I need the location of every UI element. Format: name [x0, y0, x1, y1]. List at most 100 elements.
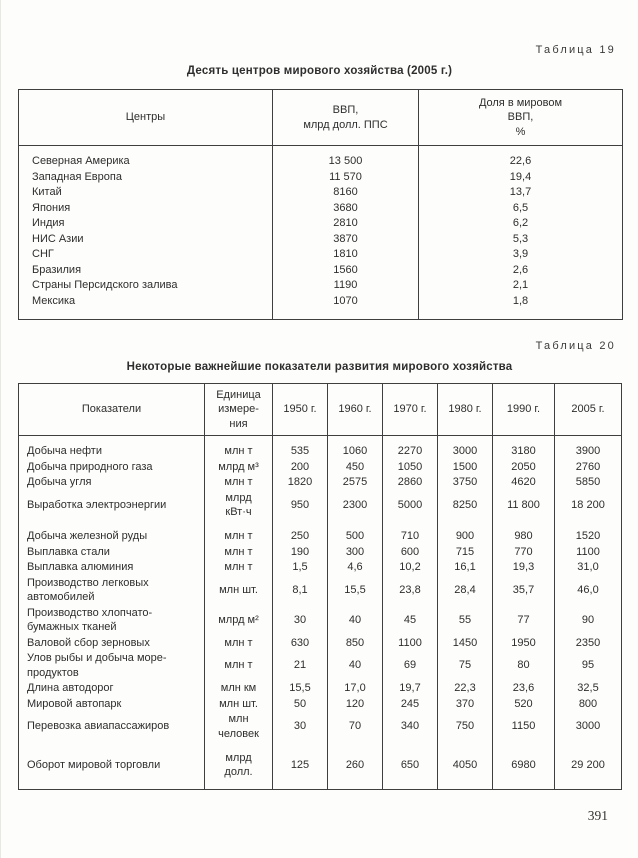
- value-cell: 90: [554, 605, 622, 635]
- value-cell: 980: [492, 520, 555, 544]
- center-cell: Мексика: [32, 294, 76, 307]
- gdp-cell: 1560: [272, 262, 419, 278]
- value-cell: 715: [437, 544, 493, 560]
- unit-cell: млн т: [204, 544, 273, 560]
- value-cell: 3750: [437, 474, 493, 490]
- value-cell: 16,1: [437, 559, 493, 575]
- value-cell: 710: [382, 520, 438, 544]
- value-cell: 19,3: [492, 559, 555, 575]
- header-row: Показатели Единица измере- ния 1950 г. 1…: [18, 383, 622, 436]
- indicator-cell: Перевозка авиапассажиров: [27, 720, 170, 733]
- table-row: Перевозка авиапассажиров млн человек 30 …: [19, 711, 622, 742]
- value-cell: 4050: [437, 741, 493, 789]
- share-cell: 19,4: [418, 169, 623, 185]
- unit-cell: млн шт.: [204, 575, 273, 605]
- value-cell: 950: [272, 490, 328, 520]
- table-row: Страны Персидского залива 1190 2,1: [19, 278, 623, 294]
- unit-cell: млн т: [204, 435, 273, 459]
- value-cell: 630: [272, 635, 328, 651]
- value-cell: 2270: [382, 435, 438, 459]
- value-cell: 1820: [272, 474, 328, 490]
- center-cell: Китай: [32, 186, 62, 198]
- value-cell: 370: [437, 696, 493, 712]
- header-row: Центры ВВП, млрд долл. ППС Доля в мирово…: [18, 89, 623, 146]
- table-20-caption: Таблица 20: [535, 340, 616, 352]
- table-row: Длина автодорог млн км 15,5 17,0 19,7 22…: [19, 680, 622, 696]
- indicator-cell: Улов рыбы и добыча море- продуктов: [27, 652, 167, 679]
- value-cell: 19,7: [382, 680, 438, 696]
- gdp-cell: 1810: [272, 247, 419, 263]
- table-row: Бразилия 1560 2,6: [19, 262, 623, 278]
- value-cell: 1520: [554, 520, 622, 544]
- value-cell: 450: [327, 459, 383, 475]
- value-cell: 650: [382, 741, 438, 789]
- table-19-body: Северная Америка 13 500 22,6 Западная Ев…: [19, 145, 623, 320]
- indicator-cell: Выплавка стали: [27, 545, 110, 558]
- value-cell: 23,6: [492, 680, 555, 696]
- share-cell: 5,3: [418, 231, 623, 247]
- value-cell: 17,0: [327, 680, 383, 696]
- value-cell: 520: [492, 696, 555, 712]
- table-row: Выплавка алюминия млн т 1,5 4,6 10,2 16,…: [19, 559, 622, 575]
- share-cell: 13,7: [418, 185, 623, 201]
- value-cell: 30: [272, 711, 328, 742]
- value-cell: 35,7: [492, 575, 555, 605]
- value-cell: 69: [382, 650, 438, 681]
- value-cell: 2575: [327, 474, 383, 490]
- value-cell: 4620: [492, 474, 555, 490]
- table-row: Япония 3680 6,5: [19, 200, 623, 216]
- unit-cell: млн т: [204, 635, 273, 651]
- value-cell: 1150: [492, 711, 555, 742]
- table-20: Показатели Единица измере- ния 1950 г. 1…: [18, 383, 622, 790]
- table-row: Западная Европа 11 570 19,4: [19, 169, 623, 185]
- value-cell: 2350: [554, 635, 622, 651]
- center-cell: Северная Америка: [32, 155, 130, 167]
- share-cell: 2,6: [418, 262, 623, 278]
- value-cell: 300: [327, 544, 383, 560]
- table-row: Выплавка стали млн т 190 300 600 715 770…: [19, 544, 622, 560]
- column-header-centers: Центры: [18, 89, 273, 146]
- value-cell: 850: [327, 635, 383, 651]
- value-cell: 900: [437, 520, 493, 544]
- value-cell: 77: [492, 605, 555, 635]
- value-cell: 75: [437, 650, 493, 681]
- value-cell: 2300: [327, 490, 383, 520]
- table-20-body: Добыча нефти млн т 535 1060 2270 3000 31…: [19, 435, 622, 789]
- value-cell: 50: [272, 696, 328, 712]
- table-row: Оборот мировой торговли млрд долл. 125 2…: [19, 741, 622, 789]
- table-row: Китай 8160 13,7: [19, 185, 623, 201]
- value-cell: 1950: [492, 635, 555, 651]
- center-cell: НИС Азии: [32, 232, 84, 245]
- gdp-cell: 8160: [272, 185, 419, 201]
- value-cell: 1100: [554, 544, 622, 560]
- gdp-cell: 1070: [272, 293, 419, 320]
- value-cell: 3000: [554, 711, 622, 742]
- value-cell: 8250: [437, 490, 493, 520]
- value-cell: 29 200: [554, 741, 622, 789]
- table-row: Выработка электроэнергии млрд кВт·ч 950 …: [19, 490, 622, 520]
- column-header-gdp: ВВП, млрд долл. ППС: [272, 89, 419, 146]
- value-cell: 3180: [492, 435, 555, 459]
- value-cell: 1050: [382, 459, 438, 475]
- value-cell: 8,1: [272, 575, 328, 605]
- indicator-cell: Мировой автопарк: [27, 697, 122, 710]
- table-row: Северная Америка 13 500 22,6: [19, 145, 623, 170]
- value-cell: 1100: [382, 635, 438, 651]
- value-cell: 40: [327, 605, 383, 635]
- value-cell: 32,5: [554, 680, 622, 696]
- table-20-title: Некоторые важнейшие показатели развития …: [126, 361, 513, 373]
- value-cell: 15,5: [272, 680, 328, 696]
- unit-cell: млн т: [204, 559, 273, 575]
- value-cell: 31,0: [554, 559, 622, 575]
- unit-cell: млрд долл.: [204, 741, 273, 789]
- gdp-cell: 3870: [272, 231, 419, 247]
- value-cell: 70: [327, 711, 383, 742]
- indicator-cell: Добыча угля: [27, 476, 92, 488]
- indicator-cell: Добыча нефти: [27, 445, 102, 457]
- page-number: 391: [587, 807, 608, 823]
- value-cell: 6980: [492, 741, 555, 789]
- value-cell: 40: [327, 650, 383, 681]
- column-header-year: 1950 г.: [272, 383, 328, 436]
- indicator-cell: Выплавка алюминия: [27, 561, 134, 573]
